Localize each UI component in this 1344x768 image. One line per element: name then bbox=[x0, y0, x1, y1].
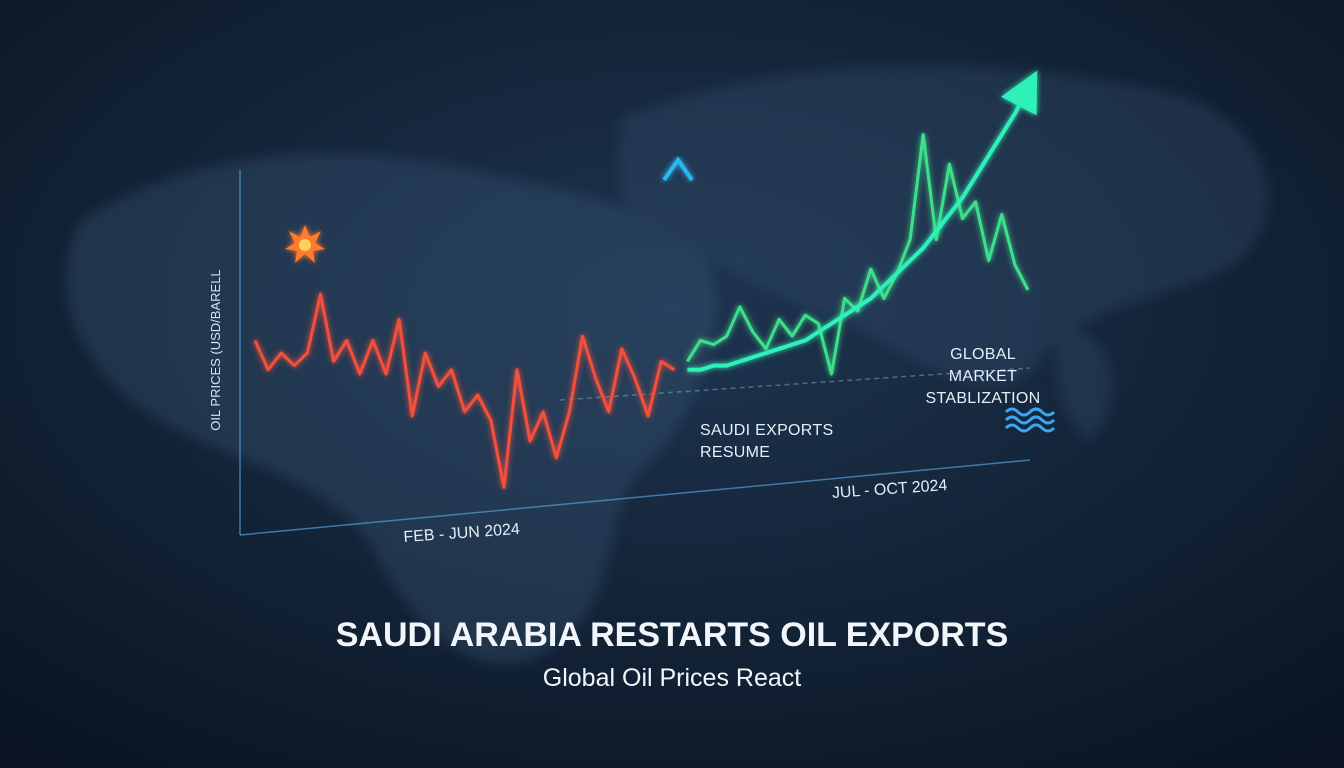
wave-icon bbox=[1004, 407, 1056, 433]
chart-subtitle: Global Oil Prices React bbox=[542, 664, 802, 692]
explosion-icon bbox=[285, 225, 325, 263]
chart-title: SAUDI ARABIA RESTARTS OIL EXPORTS bbox=[335, 616, 1009, 654]
map-shapes bbox=[65, 66, 1269, 665]
y-axis-label: OIL PRICES (USD/BARELL bbox=[208, 269, 223, 430]
event-arrow bbox=[662, 156, 694, 182]
trend-guide bbox=[559, 367, 1031, 401]
annotation: SAUDI EXPORTS RESUME bbox=[700, 422, 834, 461]
x-axis bbox=[239, 459, 1031, 536]
line-series bbox=[686, 133, 1030, 376]
annotation: GLOBAL MARKET STABLIZATION bbox=[925, 346, 1041, 407]
line-series bbox=[687, 70, 1038, 372]
line-series bbox=[253, 292, 676, 489]
